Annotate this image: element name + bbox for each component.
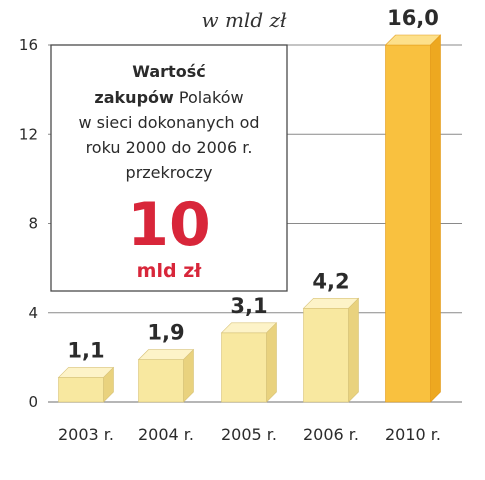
bar-value-label: 16,0 xyxy=(387,6,439,30)
info-box-frame xyxy=(50,44,288,292)
info-box-line-4: roku 2000 do 2006 r. xyxy=(86,138,253,157)
bar xyxy=(384,34,442,403)
x-category-label: 2003 r. xyxy=(58,425,114,444)
y-tick-label: 8 xyxy=(28,215,38,233)
y-tick-label: 12 xyxy=(19,125,38,143)
y-axis-ticks: 0 4 8 12 16 xyxy=(19,36,38,411)
info-box-line-3: w sieci dokonanych od xyxy=(78,113,259,132)
bar-front xyxy=(221,332,267,403)
x-category-label: 2005 r. xyxy=(221,425,277,444)
info-box-line-2-bold: zakupów xyxy=(94,88,174,107)
bar-value-label: 1,9 xyxy=(147,321,184,345)
bar xyxy=(302,297,360,403)
x-category-label: 2004 r. xyxy=(138,425,194,444)
bars xyxy=(57,34,442,403)
bar xyxy=(220,322,278,403)
info-box-line-1: Wartość xyxy=(132,62,205,81)
bar-value-labels: 1,1 1,9 3,1 4,2 16,0 xyxy=(67,6,439,362)
info-box-big-unit: mld zł xyxy=(137,260,203,282)
bar-side xyxy=(348,297,359,403)
bar xyxy=(137,348,195,403)
bar-front xyxy=(385,44,431,403)
bar-value-label: 4,2 xyxy=(312,269,349,293)
info-box: Wartość zakupów Polaków w sieci dokonany… xyxy=(50,44,288,292)
bar-front xyxy=(58,377,104,403)
category-labels: 2003 r. 2004 r. 2005 r. 2006 r. 2010 r. xyxy=(58,425,441,444)
bar-front xyxy=(303,307,349,403)
bar-side xyxy=(430,34,441,403)
bar xyxy=(57,366,115,403)
info-box-big-number: 10 xyxy=(127,190,211,260)
y-tick-label: 0 xyxy=(28,393,38,411)
bar-front xyxy=(138,359,184,403)
bar-side xyxy=(183,348,194,403)
x-category-label: 2010 r. xyxy=(385,425,441,444)
info-box-line-5: przekroczy xyxy=(126,163,213,182)
y-tick-label: 16 xyxy=(19,36,38,54)
bar-side xyxy=(103,366,114,403)
unit-title: w mld zł xyxy=(201,8,287,32)
x-category-label: 2006 r. xyxy=(303,425,359,444)
bar-value-label: 1,1 xyxy=(67,338,104,362)
bar-side xyxy=(266,322,277,403)
info-box-line-2-rest: Polaków xyxy=(174,88,244,107)
info-box-line-2: zakupów Polaków xyxy=(94,88,243,107)
bar-value-label: 3,1 xyxy=(230,294,267,318)
y-tick-label: 4 xyxy=(28,304,38,322)
